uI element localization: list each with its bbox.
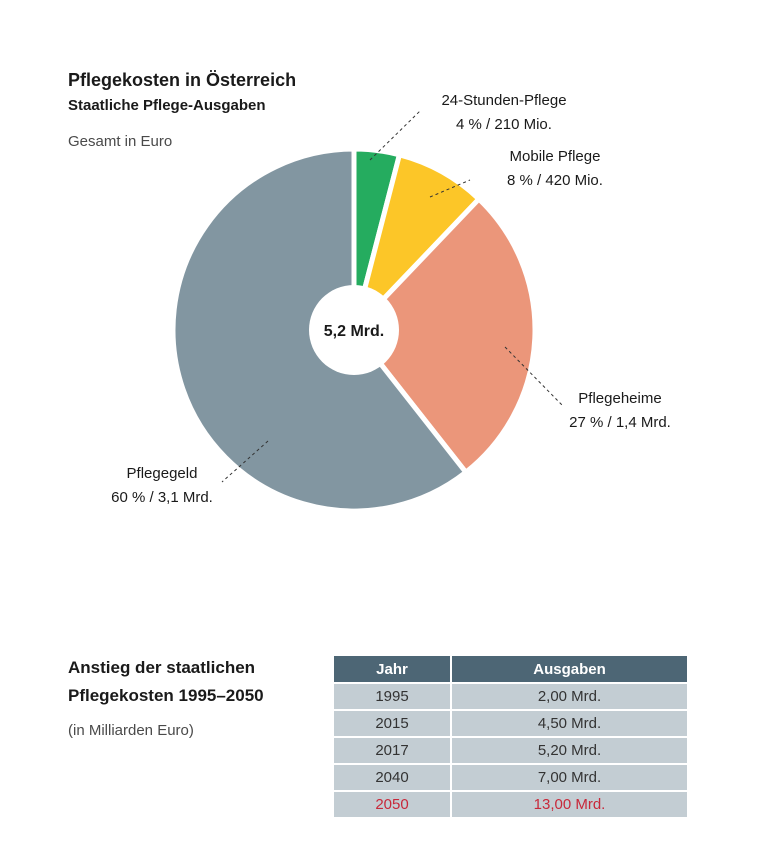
slice-value-pflegeheime: 27 % / 1,4 Mrd. <box>569 414 671 431</box>
slice-name-pflegeheime: Pflegeheime <box>578 390 661 407</box>
leader-line-pflegeheime <box>504 346 563 406</box>
chart-subtitle: Staatliche Pflege-Ausgaben <box>68 97 266 114</box>
table-row: 2017 5,20 Mrd. <box>334 736 687 764</box>
table-cell-year: 2015 <box>334 709 451 737</box>
leader-line-mobile-pflege <box>429 179 471 198</box>
table-cell-amount: 7,00 Mrd. <box>450 763 687 791</box>
table-title-line2: Pflegekosten 1995–2050 <box>68 686 264 705</box>
table-note: (in Milliarden Euro) <box>68 722 194 739</box>
table-row: 2015 4,50 Mrd. <box>334 709 687 737</box>
table-title: Anstieg der staatlichen Pflegekosten 199… <box>68 654 264 710</box>
center-total-label: 5,2 Mrd. <box>324 323 384 340</box>
table-cell-amount: 5,20 Mrd. <box>450 736 687 764</box>
pie-slice-pflegeheime <box>350 195 538 476</box>
costs-table: Jahr Ausgaben 1995 2,00 Mrd. 2015 4,50 M… <box>334 656 687 817</box>
pie-chart: 24-Stunden-Pflege 4 % / 210 Mio. Mobile Pf… <box>111 92 671 511</box>
column-header-amount: Ausgaben <box>450 656 687 683</box>
table-title-line1: Anstieg der staatlichen <box>68 658 256 677</box>
table-cell-year: 2050 <box>334 790 451 817</box>
table-cell-year: 2017 <box>334 736 451 764</box>
table-header-row: Jahr Ausgaben <box>334 656 687 683</box>
column-header-year: Jahr <box>334 656 451 683</box>
table-cell-amount: 4,50 Mrd. <box>450 709 687 737</box>
slice-value-mobile-pflege: 8 % / 420 Mio. <box>507 172 603 189</box>
chart-title: Pflegekosten in Österreich <box>68 70 297 90</box>
table-cell-amount: 2,00 Mrd. <box>450 682 687 710</box>
donut-hole <box>309 285 399 375</box>
slice-value-pflegegeld: 60 % / 3,1 Mrd. <box>111 489 213 506</box>
chart-note: Gesamt in Euro <box>68 133 173 150</box>
slice-name-24-stunden-pflege: 24-Stunden-Pflege <box>441 92 566 109</box>
table-cell-year: 1995 <box>334 682 451 710</box>
table-cell-amount: 13,00 Mrd. <box>450 790 687 817</box>
slice-name-pflegegeld: Pflegegeld <box>127 465 198 482</box>
table-row: 2040 7,00 Mrd. <box>334 763 687 791</box>
slice-value-24-stunden-pflege: 4 % / 210 Mio. <box>456 116 552 133</box>
slice-name-mobile-pflege: Mobile Pflege <box>510 148 601 165</box>
table-cell-year: 2040 <box>334 763 451 791</box>
table-row: 1995 2,00 Mrd. <box>334 682 687 710</box>
leader-line-pflegegeld <box>221 440 269 483</box>
table-row-highlighted: 2050 13,00 Mrd. <box>334 790 687 817</box>
